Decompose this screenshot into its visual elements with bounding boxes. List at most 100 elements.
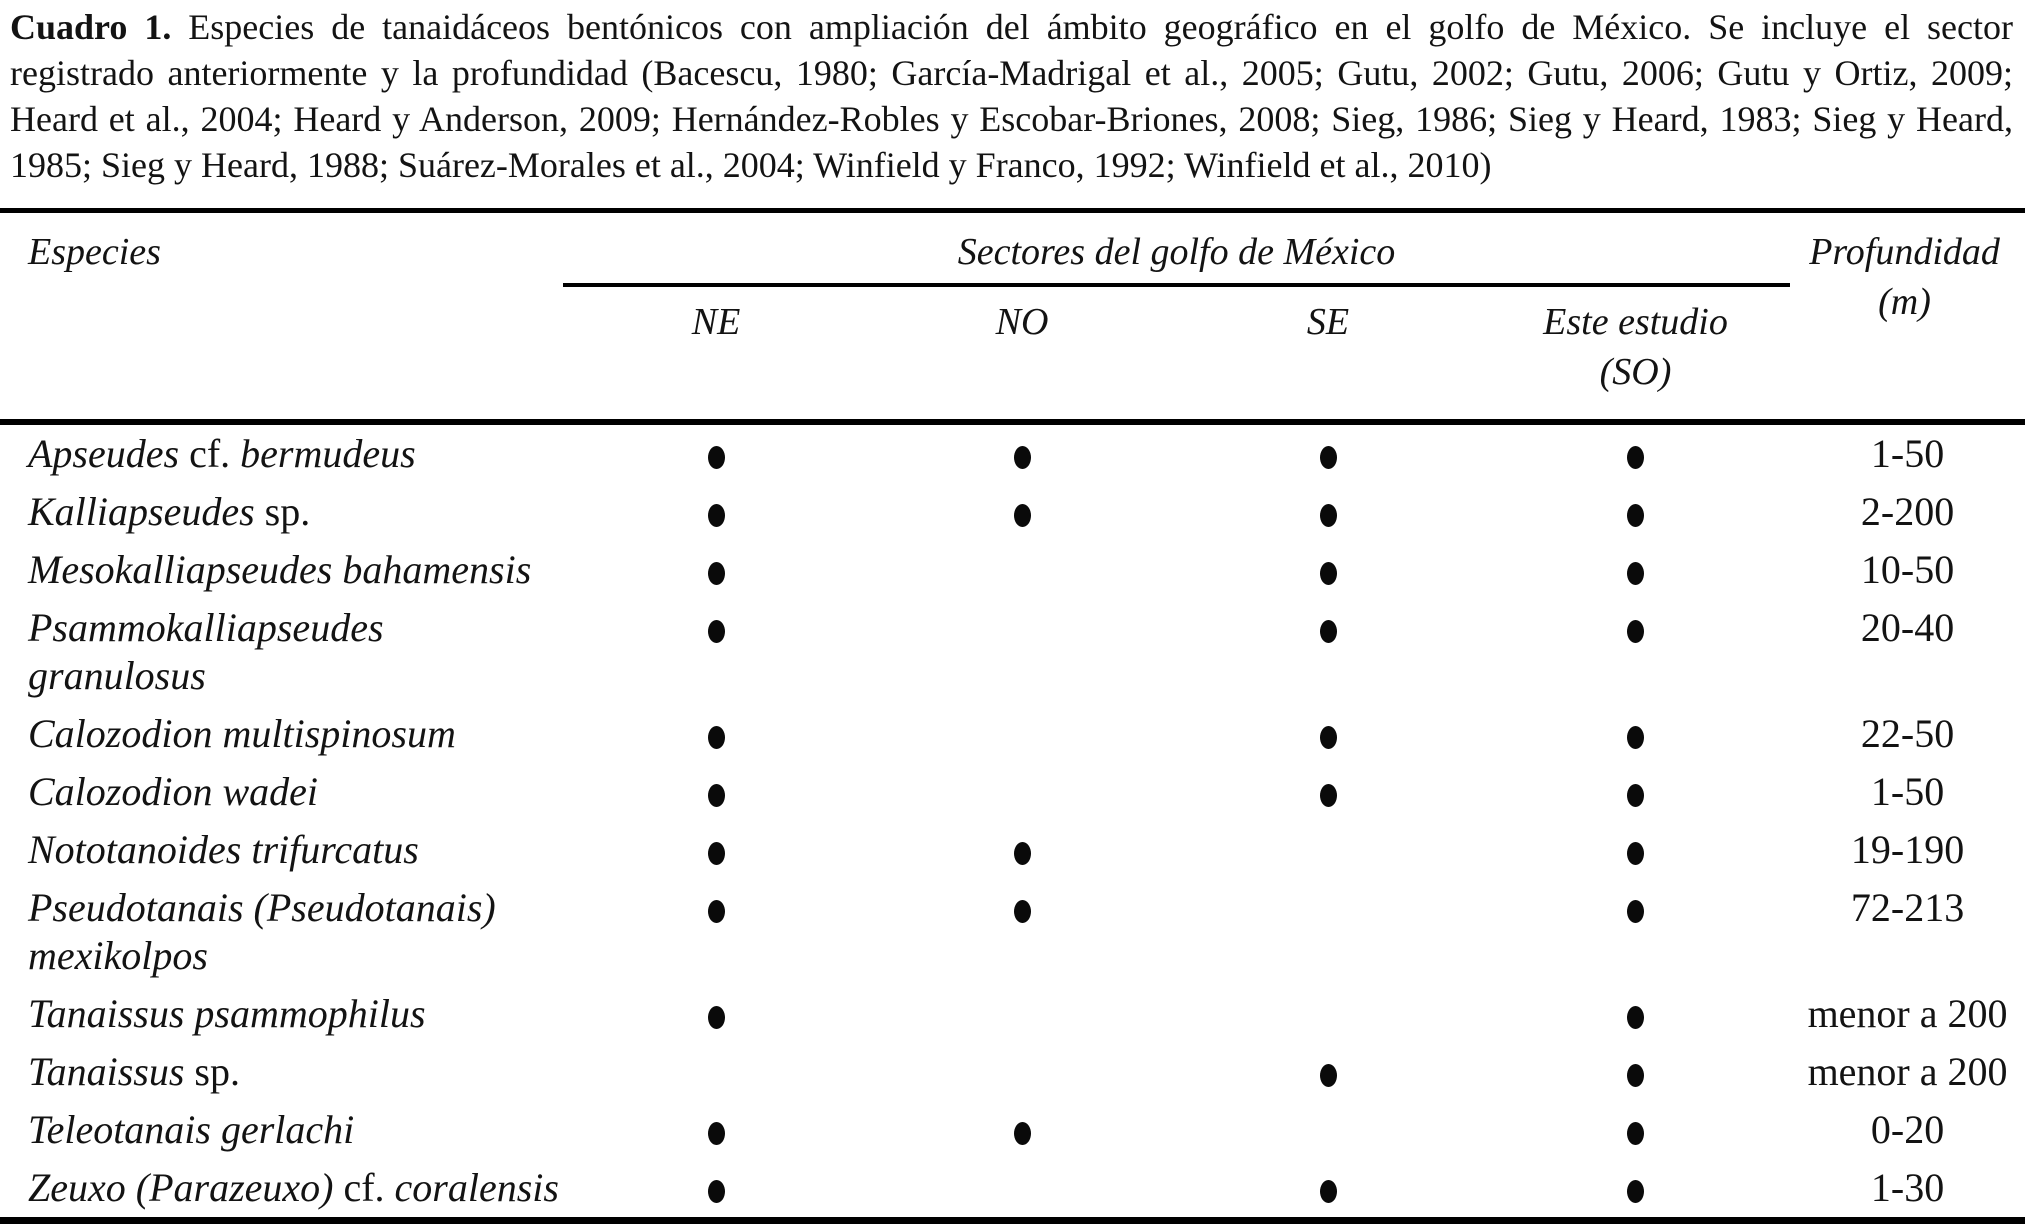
- col-header-profundidad: Profundidad (m): [1790, 211, 2025, 423]
- species-name-part: Apseudes: [28, 431, 180, 476]
- species-name: Nototanoides trifurcatus: [28, 827, 419, 872]
- col-header-ne: NE: [691, 301, 741, 343]
- table-row: Nototanoides trifurcatus 19-190: [0, 821, 2025, 879]
- presence-dot: [707, 726, 725, 749]
- table-row: Apseudes cf. bermudeus 1-50: [0, 422, 2025, 483]
- presence-dot: [1627, 1180, 1645, 1203]
- species-name: Psammokalliapseudes granulosus: [28, 605, 384, 698]
- sector-cell-no: [869, 1101, 1175, 1159]
- sector-cell-ne: [563, 879, 869, 985]
- species-cell: Psammokalliapseudes granulosus: [0, 599, 563, 705]
- presence-dot: [707, 842, 725, 865]
- species-cell: Tanaissus psammophilus: [0, 985, 563, 1043]
- presence-dot: [1627, 620, 1645, 643]
- sector-cell-se: [1175, 422, 1481, 483]
- species-name: Calozodion multispinosum: [28, 711, 456, 756]
- table-body: Apseudes cf. bermudeus 1-50 Kalliapseude…: [0, 422, 2025, 1221]
- presence-dot: [1319, 1064, 1337, 1087]
- depth-cell: 72-213: [1850, 885, 1965, 930]
- presence-dot: [1319, 562, 1337, 585]
- sector-cell-este: [1481, 1159, 1790, 1221]
- table-row: Calozodion multispinosum 22-50: [0, 705, 2025, 763]
- sector-cell-ne: [563, 483, 869, 541]
- sector-cell-no: [869, 599, 1175, 705]
- sector-cell-este: [1481, 879, 1790, 985]
- species-cell: Nototanoides trifurcatus: [0, 821, 563, 879]
- sector-cell-se: [1175, 599, 1481, 705]
- sector-cell-no: [869, 483, 1175, 541]
- species-name-part: mexikolpos: [28, 933, 208, 978]
- species-name-part: Calozodion wadei: [28, 769, 319, 814]
- species-name: Zeuxo (Parazeuxo) cf. coralensis: [28, 1165, 559, 1210]
- species-name-part: Psammokalliapseudes granulosus: [28, 605, 384, 698]
- sector-cell-no: [869, 821, 1175, 879]
- col-header-especies: Especies: [28, 231, 161, 273]
- sector-cell-ne: [563, 705, 869, 763]
- table-row: Mesokalliapseudes bahamensis 10-50: [0, 541, 2025, 599]
- depth-label: Profundidad: [1809, 231, 2000, 273]
- caption-label: Cuadro 1.: [10, 7, 172, 47]
- species-name-part: cf.: [333, 1165, 395, 1210]
- species-cell: Kalliapseudes sp.: [0, 483, 563, 541]
- table-row: Teleotanais gerlachi 0-20: [0, 1101, 2025, 1159]
- depth-cell: 1-50: [1870, 431, 1945, 476]
- presence-dot: [707, 1006, 725, 1029]
- sector-cell-ne: [563, 1159, 869, 1221]
- species-name: Tanaissus psammophilus: [28, 991, 426, 1036]
- depth-cell: 1-30: [1870, 1165, 1945, 1210]
- presence-dot: [707, 562, 725, 585]
- header-row-group: Especies Sectores del golfo de México Pr…: [0, 210, 2025, 323]
- presence-dot: [1627, 784, 1645, 807]
- depth-unit: (m): [1878, 281, 1931, 323]
- species-cell: Calozodion wadei: [0, 763, 563, 821]
- species-name-part: Pseudotanais (Pseudotanais): [28, 885, 496, 930]
- species-name-part: Mesokalliapseudes bahamensis: [28, 547, 532, 592]
- depth-cell: menor a 200: [1807, 991, 2008, 1036]
- species-name-part: sp.: [254, 489, 311, 534]
- species-name: Mesokalliapseudes bahamensis: [28, 547, 531, 592]
- species-cell: Zeuxo (Parazeuxo) cf. coralensis: [0, 1159, 563, 1221]
- sector-cell-este: [1481, 599, 1790, 705]
- sector-cell-no: [869, 1159, 1175, 1221]
- presence-dot: [707, 446, 725, 469]
- sector-cell-ne: [563, 1043, 869, 1101]
- presence-dot: [707, 620, 725, 643]
- presence-dot: [1627, 504, 1645, 527]
- col-header-no: NO: [995, 301, 1049, 343]
- sector-cell-no: [869, 705, 1175, 763]
- sector-cell-se: [1175, 541, 1481, 599]
- species-name-part: Teleotanais gerlachi: [28, 1107, 355, 1152]
- presence-dot: [1627, 1064, 1645, 1087]
- este-estudio-label: Este estudio: [1543, 301, 1728, 343]
- sector-cell-se: [1175, 483, 1481, 541]
- depth-cell: 1-50: [1870, 769, 1945, 814]
- presence-dot: [1627, 900, 1645, 923]
- table-figure: Cuadro 1. Especies de tanaidáceos bentón…: [0, 4, 2025, 1224]
- presence-dot: [707, 900, 725, 923]
- table-row: Zeuxo (Parazeuxo) cf. coralensis 1-30: [0, 1159, 2025, 1221]
- sector-cell-no: [869, 1043, 1175, 1101]
- species-name: Apseudes cf. bermudeus: [28, 431, 416, 476]
- presence-dot: [1627, 446, 1645, 469]
- presence-dot: [1319, 446, 1337, 469]
- presence-dot: [1319, 784, 1337, 807]
- table-row: Pseudotanais (Pseudotanais) mexikolpos 72…: [0, 879, 2025, 985]
- sector-cell-se: [1175, 705, 1481, 763]
- species-name: Calozodion wadei: [28, 769, 318, 814]
- species-cell: Apseudes cf. bermudeus: [0, 422, 563, 483]
- species-name: Kalliapseudes sp.: [28, 489, 310, 534]
- species-name-part: Tanaissus psammophilus: [28, 991, 426, 1036]
- depth-cell: 0-20: [1870, 1107, 1945, 1152]
- presence-dot: [1319, 620, 1337, 643]
- depth-cell: 20-40: [1860, 605, 1955, 650]
- sector-cell-ne: [563, 1101, 869, 1159]
- presence-dot: [1627, 1006, 1645, 1029]
- sector-cell-no: [869, 422, 1175, 483]
- sector-cell-no: [869, 541, 1175, 599]
- species-name-part: cf.: [179, 431, 241, 476]
- presence-dot: [707, 1180, 725, 1203]
- header-row-sectors: NE NO SE Este estudio (SO): [0, 285, 2025, 422]
- presence-dot: [1319, 504, 1337, 527]
- sector-cell-este: [1481, 1101, 1790, 1159]
- presence-dot: [1013, 1122, 1031, 1145]
